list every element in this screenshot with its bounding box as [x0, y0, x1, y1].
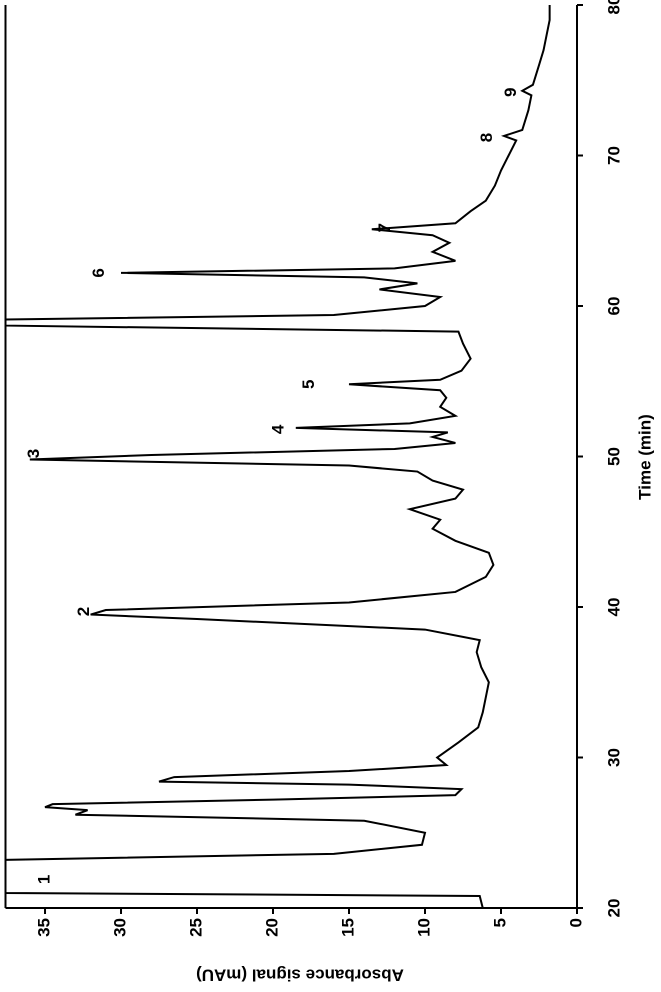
peak-label: 8	[477, 133, 496, 142]
y-tick-label: 20	[262, 918, 281, 937]
rotated-chart: Time (min) Absorbance signal (mAU) 20304…	[4, 0, 654, 985]
peak-label: 7	[375, 223, 394, 232]
peak-label: 5	[299, 380, 318, 389]
x-tick-label: 70	[604, 146, 623, 165]
y-tick-label: 25	[186, 918, 205, 937]
x-tick-label: 30	[604, 748, 623, 767]
x-tick-label: 40	[604, 598, 623, 617]
y-tick-label: 0	[566, 918, 585, 927]
y-axis-label: Absorbance signal (mAU)	[196, 966, 404, 985]
chromatogram-line	[4, 5, 551, 908]
peak-label: 2	[74, 607, 93, 616]
x-tick-label: 80	[604, 0, 623, 14]
x-tick-label: 20	[604, 899, 623, 918]
y-tick-label: 10	[414, 918, 433, 937]
peak-label: 4	[269, 424, 288, 434]
y-tick-label: 30	[111, 918, 130, 937]
y-tick-label: 5	[490, 918, 509, 927]
y-tick-label: 35	[35, 918, 54, 937]
x-tick-label: 50	[604, 447, 623, 466]
x-tick-label: 60	[604, 297, 623, 316]
peak-label: 1	[35, 875, 54, 884]
peak-label: 3	[24, 449, 43, 458]
peak-label: 6	[89, 268, 108, 277]
x-axis-label: Time (min)	[635, 414, 654, 500]
peak-label: 9	[501, 88, 520, 97]
y-tick-label: 15	[338, 918, 357, 937]
